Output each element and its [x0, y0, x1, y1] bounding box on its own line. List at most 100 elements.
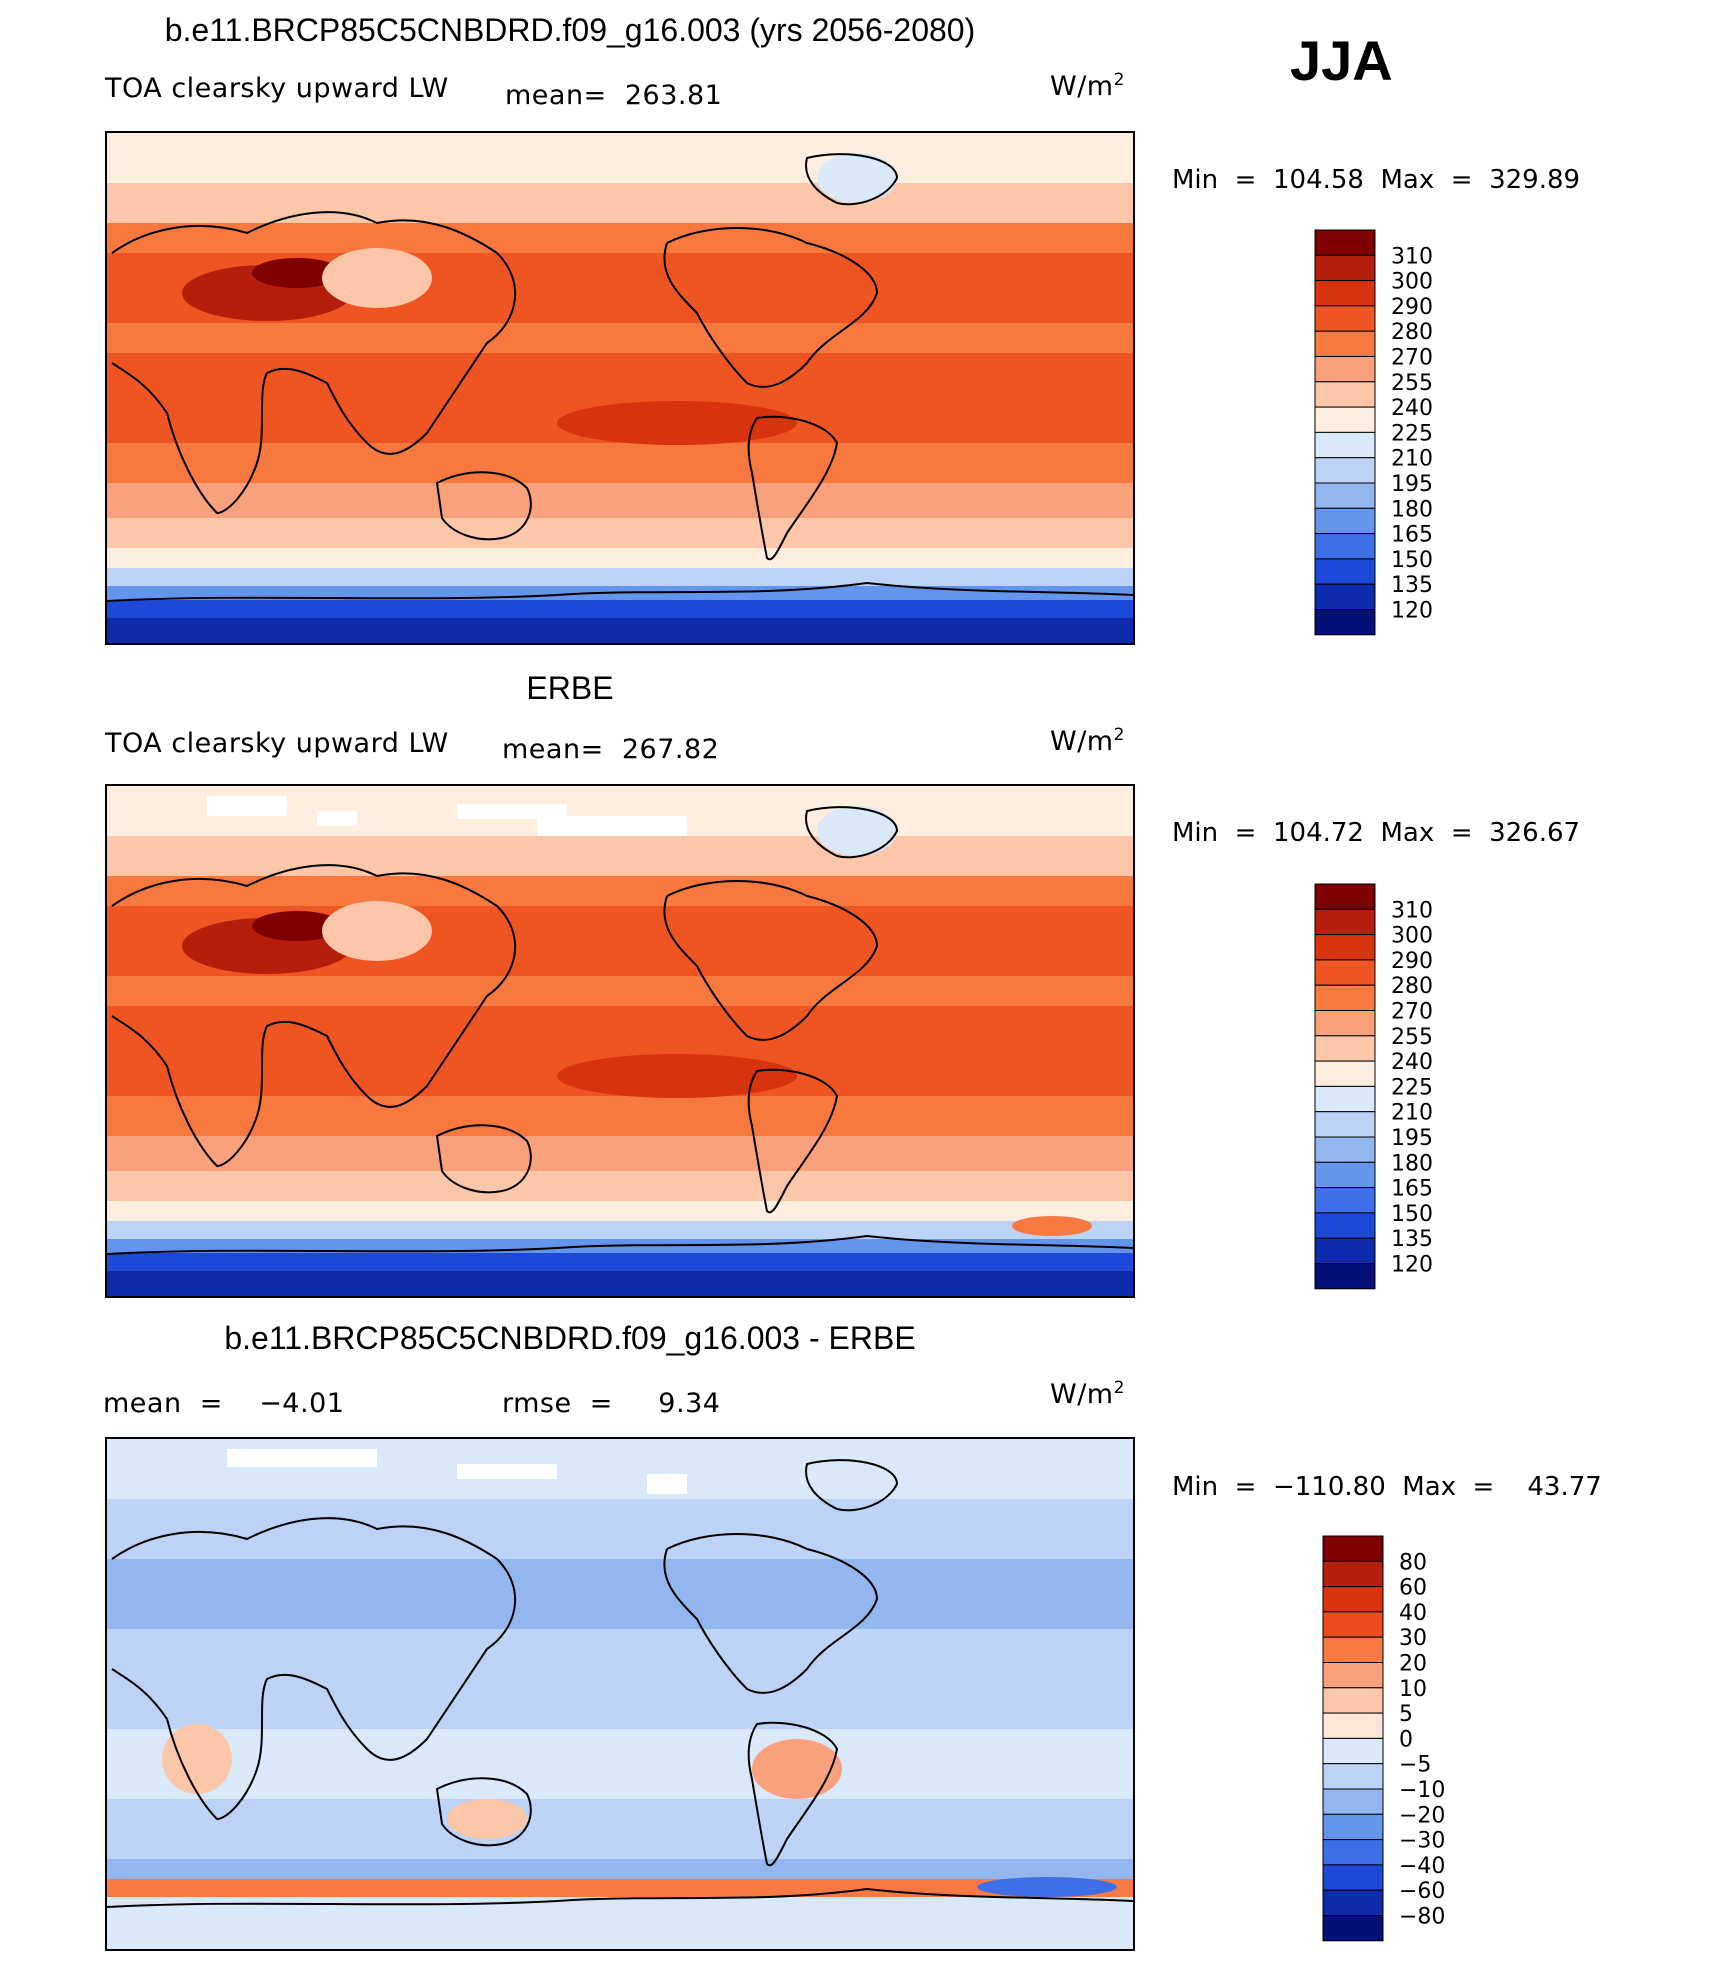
colorbar-box: [1322, 1712, 1384, 1739]
coastline: [111, 1517, 516, 1821]
colorbar-box: [1314, 1111, 1376, 1138]
panel1-map: [105, 131, 1135, 645]
field-patch: [252, 911, 342, 941]
missing-data: [537, 816, 687, 836]
missing-data: [647, 1474, 687, 1494]
field-band: [107, 223, 1133, 253]
field-band: [107, 1136, 1133, 1171]
colorbar-box: [1322, 1611, 1384, 1638]
panel3-minmax: Min = −110.80 Max = 43.77: [1172, 1472, 1602, 1502]
colorbar-label: −40: [1399, 1854, 1445, 1879]
colorbar-label: 0: [1399, 1727, 1413, 1752]
colorbar-label: 120: [1391, 599, 1433, 624]
colorbar-box: [1322, 1813, 1384, 1841]
season-label: JJA: [1290, 29, 1393, 92]
colorbar-label: −10: [1399, 1778, 1445, 1803]
field-band: [107, 1897, 1133, 1949]
field-patch: [1012, 1216, 1092, 1236]
colorbar-box: [1322, 1687, 1384, 1714]
colorbar-label: 255: [1391, 371, 1433, 396]
colorbar-box: [1314, 280, 1376, 307]
colorbar-box: [1322, 1839, 1384, 1866]
field-patch: [322, 901, 432, 961]
field-band: [107, 1171, 1133, 1201]
field-patch: [557, 401, 797, 445]
colorbar-box: [1314, 1212, 1376, 1239]
colorbar-box: [1314, 1060, 1376, 1087]
colorbar-box: [1314, 1035, 1376, 1062]
field-band: [107, 518, 1133, 548]
field-band: [107, 618, 1133, 643]
panel1-mean: mean= 263.81: [505, 80, 723, 111]
field-band: [107, 1439, 1133, 1499]
panel3-rmse: rmse = 9.34: [502, 1388, 721, 1419]
coastline: [747, 1721, 839, 1867]
colorbar-box: [1322, 1636, 1384, 1663]
colorbar-label: 280: [1391, 974, 1433, 999]
colorbar-label: −80: [1399, 1905, 1445, 1930]
missing-data: [317, 811, 357, 826]
colorbar-label: 225: [1391, 1075, 1433, 1100]
colorbar-box: [1314, 305, 1376, 332]
colorbar-label: 180: [1391, 497, 1433, 522]
colorbar-box: [1322, 1763, 1384, 1790]
colorbar-box: [1314, 934, 1376, 961]
colorbar-box: [1314, 457, 1376, 484]
colorbar-box: [1314, 1263, 1376, 1290]
colorbar-box: [1314, 1187, 1376, 1214]
colorbar-box: [1314, 406, 1376, 433]
coastline: [111, 211, 516, 515]
colorbar-label: 310: [1391, 898, 1433, 923]
field-band: [107, 1629, 1133, 1729]
field-band: [107, 133, 1133, 183]
field-patch: [252, 258, 342, 288]
colorbar-box: [1322, 1915, 1384, 1942]
colorbar-box: [1322, 1560, 1384, 1588]
colorbar-box: [1322, 1586, 1384, 1613]
panel1-title: b.e11.BRCP85C5CNBDRD.f09_g16.003 (yrs 20…: [164, 12, 976, 48]
colorbar-label: −20: [1399, 1803, 1445, 1828]
coastline: [111, 864, 516, 1168]
colorbar-label: 120: [1391, 1253, 1433, 1278]
colorbar-box: [1314, 254, 1376, 282]
colorbar-label: 240: [1391, 396, 1433, 421]
field-band: [107, 1879, 1133, 1897]
field-band: [107, 548, 1133, 568]
field-band: [107, 183, 1133, 223]
panel3-units: W/m2: [1050, 1378, 1125, 1410]
colorbar-box: [1314, 330, 1376, 357]
colorbar-box: [1314, 959, 1376, 986]
colorbar-box: [1314, 1136, 1376, 1163]
colorbar-label: 280: [1391, 320, 1433, 345]
colorbar-label: 150: [1391, 548, 1433, 573]
colorbar-label: 210: [1391, 447, 1433, 472]
field-patch: [557, 1054, 797, 1098]
colorbar-box: [1314, 229, 1376, 256]
panel2-minmax: Min = 104.72 Max = 326.67: [1172, 818, 1581, 848]
colorbar-label: 165: [1391, 1177, 1433, 1202]
coastline: [107, 1887, 1133, 1908]
colorbar-box: [1314, 507, 1376, 535]
colorbar-box: [1314, 1237, 1376, 1265]
colorbar-box: [1314, 583, 1376, 611]
colorbar-box: [1322, 1864, 1384, 1891]
coastline: [663, 1533, 879, 1694]
colorbar-label: 5: [1399, 1702, 1413, 1727]
panel2-map: [105, 784, 1135, 1298]
panel3-title: b.e11.BRCP85C5CNBDRD.f09_g16.003 - ERBE: [224, 1320, 916, 1356]
colorbar-label: 300: [1391, 924, 1433, 949]
colorbar-box: [1314, 482, 1376, 509]
field-band: [107, 836, 1133, 876]
colorbar-label: 195: [1391, 472, 1433, 497]
colorbar-box: [1314, 908, 1376, 936]
field-band: [107, 1253, 1133, 1271]
colorbar-label: 135: [1391, 1227, 1433, 1252]
colorbar-label: 300: [1391, 270, 1433, 295]
field-band: [107, 1559, 1133, 1629]
colorbar-box: [1314, 1085, 1376, 1113]
colorbar-label: 60: [1399, 1576, 1427, 1601]
colorbar-box: [1314, 883, 1376, 910]
missing-data: [457, 1464, 557, 1479]
coastline: [663, 880, 879, 1041]
colorbar-label: 240: [1391, 1050, 1433, 1075]
